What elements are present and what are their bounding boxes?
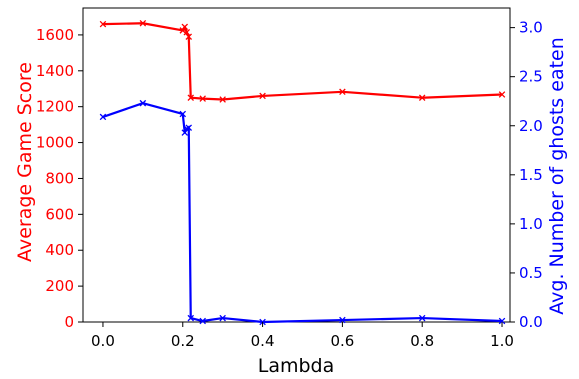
ghosts-data-point	[185, 124, 193, 131]
score-data-point	[219, 96, 226, 103]
left-y-tick-label: 200	[45, 277, 74, 295]
left-y-tick-label: 1600	[36, 26, 74, 44]
ghosts-data-point	[219, 314, 226, 322]
score-data-point	[259, 92, 266, 100]
score-data-point	[418, 94, 426, 101]
left-y-tick-label: 600	[45, 205, 74, 223]
ghosts-data-point	[179, 110, 187, 118]
x-axis-title: Lambda	[258, 355, 335, 377]
x-tick-label: 0.8	[410, 332, 434, 350]
ghosts-data-point	[99, 113, 107, 121]
score-series-line	[102, 22, 503, 101]
score-data-point	[199, 95, 206, 102]
score-data-point	[139, 19, 147, 27]
score-data-point	[179, 27, 187, 34]
score-data-point	[181, 23, 189, 31]
ghosts-data-point	[187, 314, 195, 322]
plot-frame	[82, 7, 511, 323]
x-tick-label: 0.4	[251, 332, 275, 350]
score-data-point	[185, 33, 193, 40]
left-axis-title: Average Game Score	[14, 62, 36, 262]
ghosts-series-line	[102, 102, 503, 324]
x-tick-label: 0.6	[330, 332, 354, 350]
right-y-tick-label: 2.0	[519, 117, 543, 135]
right-y-tick-label: 1.5	[519, 166, 543, 184]
right-axis-title: Avg. Number of ghosts eaten	[546, 37, 568, 315]
score-data-point	[498, 91, 506, 98]
ghosts-data-point	[418, 314, 426, 322]
left-axis-ticks: 0 200 400 600 800 1000 1200 1400 1600	[36, 26, 83, 331]
x-tick-label: 1.0	[490, 332, 514, 350]
right-y-tick-label: 1.0	[519, 215, 543, 233]
left-y-tick-label: 1400	[36, 62, 74, 80]
series-layer	[99, 19, 506, 326]
left-y-tick-label: 1200	[36, 98, 74, 116]
right-y-tick-label: 0.5	[519, 264, 543, 282]
left-y-tick-label: 1000	[36, 134, 74, 152]
left-y-tick-label: 0	[64, 313, 74, 331]
left-y-tick-label: 800	[45, 169, 74, 187]
score-data-point	[187, 94, 195, 101]
x-axis-ticks: 0.0 0.2 0.4 0.6 0.8 1.0	[91, 322, 514, 350]
right-y-tick-label: 2.5	[519, 68, 543, 86]
x-tick-label: 0.0	[91, 332, 115, 350]
score-data-point	[99, 20, 107, 28]
ghosts-data-point	[199, 317, 206, 325]
score-data-point	[183, 28, 191, 36]
plot-area-border	[82, 7, 511, 323]
ghosts-data-point	[139, 99, 147, 107]
left-y-tick-label: 400	[45, 241, 74, 259]
ghosts-data-point	[498, 317, 506, 325]
ghosts-data-point	[339, 316, 346, 324]
right-y-tick-label: 3.0	[519, 19, 543, 37]
score-data-point	[339, 88, 346, 96]
right-y-tick-label: 0.0	[519, 313, 543, 331]
right-axis-ticks: 0.0 0.5 1.0 1.5 2.0 2.5 3.0	[510, 19, 543, 331]
x-tick-label: 0.2	[171, 332, 195, 350]
